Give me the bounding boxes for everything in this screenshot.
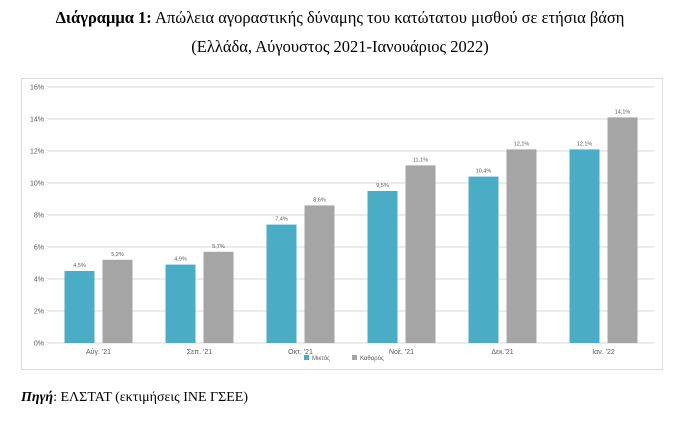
bar (64, 271, 95, 343)
source-text: : ΕΛΣΤΑΤ (εκτιμήσεις ΙΝΕ ΓΣΕΕ) (53, 390, 249, 405)
data-label: 4,9% (174, 257, 187, 263)
bar (266, 224, 297, 343)
y-tick-label: 16% (30, 85, 44, 92)
data-label: 5,7% (212, 244, 225, 250)
data-label: 12,1% (514, 141, 530, 147)
data-label: 12,1% (577, 141, 593, 147)
x-tick-label: Δεκ.'21 (491, 349, 513, 356)
bar (607, 117, 638, 344)
data-label: 7,4% (275, 217, 288, 223)
data-label: 10,4% (476, 169, 492, 175)
data-label: 14,1% (615, 109, 631, 115)
y-tick-label: 8% (34, 213, 44, 220)
chart-title-lead: Διάγραμμα 1: (55, 8, 152, 27)
chart-title-block: Διάγραμμα 1: Απώλεια αγοραστικής δύναμης… (0, 6, 680, 60)
chart-frame: 0% 2% 4% 6% 8% 10% 12% 14% 16% 4,5% 5,2% Αύγ. '21 4,… (21, 78, 663, 370)
bar (304, 205, 335, 343)
bar (405, 165, 436, 343)
legend-label: Καθαρός (360, 355, 384, 362)
bar (569, 149, 600, 343)
data-label: 5,2% (111, 252, 124, 258)
y-tick-label: 12% (30, 149, 44, 156)
x-tick-label: Σεπ. '21 (187, 349, 212, 356)
y-tick-label: 6% (34, 245, 44, 252)
source-note: Πηγή: ΕΛΣΤΑΤ (εκτιμήσεις ΙΝΕ ΓΣΕΕ) (21, 389, 248, 407)
bar (468, 176, 499, 343)
bar (102, 259, 133, 343)
x-tick-label: Νοέ. '21 (389, 348, 414, 356)
bar (367, 191, 398, 343)
x-tick-label: Ιαν. '22 (592, 349, 615, 356)
bar (203, 251, 234, 343)
legend-swatch (352, 355, 357, 360)
data-label: 4,5% (73, 263, 86, 269)
y-tick-label: 2% (34, 309, 44, 316)
x-tick-label: Αύγ. '21 (86, 348, 111, 356)
bar-chart: 0% 2% 4% 6% 8% 10% 12% 14% 16% 4,5% 5,2% Αύγ. '21 4,… (30, 85, 654, 362)
y-tick-label: 10% (30, 181, 44, 188)
y-tick-label: 14% (30, 117, 44, 124)
y-tick-label: 0% (34, 341, 44, 348)
chart-subtitle: (Ελλάδα, Αύγουστος 2021-Ιανουάριος 2022) (191, 37, 489, 56)
data-label: 8,6% (313, 197, 326, 203)
source-label: Πηγή (21, 390, 54, 405)
y-tick-label: 4% (34, 277, 44, 284)
chart-title: Διάγραμμα 1: Απώλεια αγοραστικής δύναμης… (0, 6, 680, 30)
bar (165, 264, 196, 343)
bar (506, 149, 537, 343)
data-label: 11,1% (413, 157, 428, 163)
chart-title-text: Απώλεια αγοραστικής δύναμης του κατώτατο… (155, 8, 625, 27)
x-tick-label: Οκτ. '21 (288, 349, 313, 356)
legend-swatch (304, 355, 309, 360)
data-label: 9,5% (376, 183, 389, 189)
legend-label: Μικτός (312, 355, 330, 362)
